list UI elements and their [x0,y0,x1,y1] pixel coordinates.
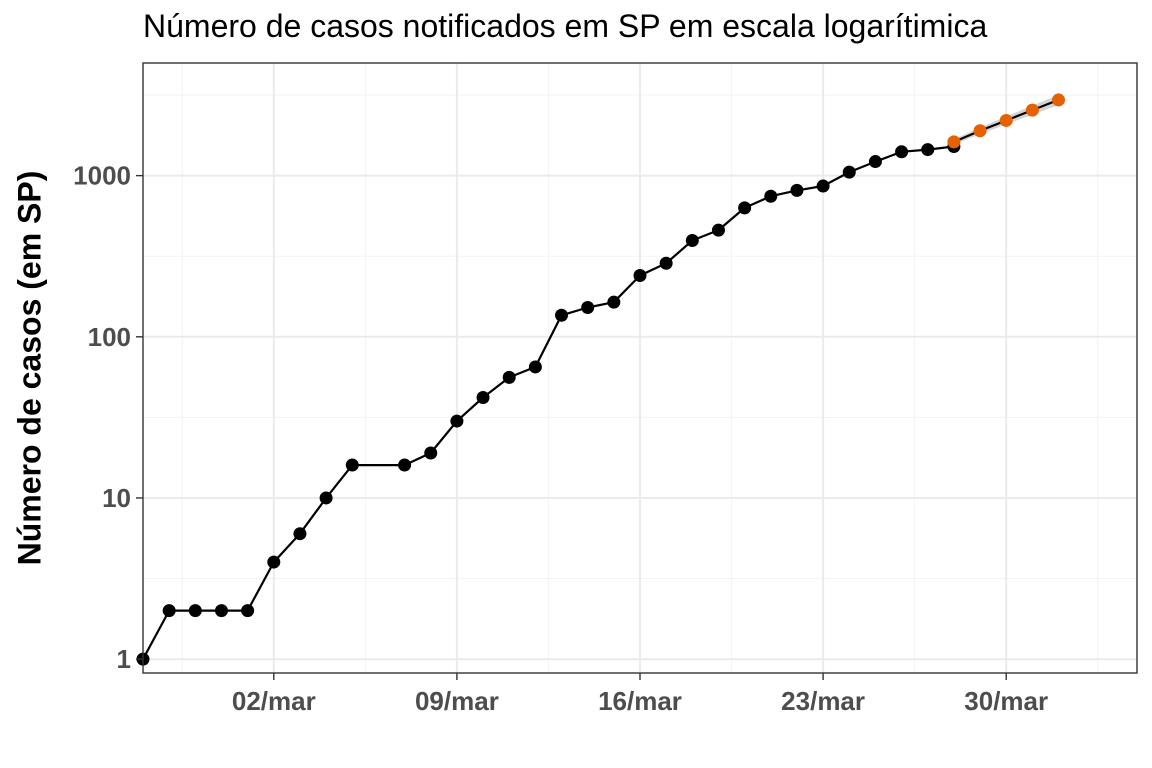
data-point [162,604,176,618]
y-tick-label: 100 [88,322,131,352]
x-axis: 02/mar 09/mar 16/mar 23/mar 30/mar [232,673,1048,716]
data-point [398,458,412,472]
data-point [528,360,542,374]
forecast-point [973,124,987,138]
data-point [659,256,673,270]
data-point [790,183,804,197]
grid-major [143,63,1137,673]
x-tick-label: 09/mar [415,686,499,716]
forecast-point [947,135,961,149]
y-axis: 1 10 100 1000 [73,161,143,674]
data-point [293,527,307,541]
data-point [345,458,359,472]
data-point [555,308,569,322]
data-point [738,201,752,215]
data-point [607,295,621,309]
x-tick-label: 02/mar [232,686,316,716]
data-point [895,145,909,159]
data-point [685,233,699,247]
data-point [476,391,490,405]
series-points [136,93,1066,666]
x-tick-label: 30/mar [964,686,1048,716]
x-tick-label: 16/mar [598,686,682,716]
forecast-point [999,113,1013,127]
data-point [921,143,935,157]
y-tick-label: 10 [102,483,131,513]
data-point [633,269,647,283]
data-point [267,555,281,569]
forecast-point [1025,103,1039,117]
data-point [450,414,464,428]
data-point [214,604,228,618]
data-point [764,189,778,203]
chart-title: Número de casos notificados em SP em esc… [143,8,988,44]
y-tick-label: 1000 [73,161,131,191]
x-tick-label: 23/mar [781,686,865,716]
forecast-point [1052,93,1066,107]
data-point [581,300,595,314]
data-point [816,179,830,193]
data-point [711,223,725,237]
data-point [842,165,856,179]
y-tick-label: 1 [117,644,131,674]
data-point [424,446,438,460]
data-point [502,370,516,384]
data-point [319,491,333,505]
data-point [868,155,882,169]
data-point [188,604,202,618]
data-point [241,604,255,618]
